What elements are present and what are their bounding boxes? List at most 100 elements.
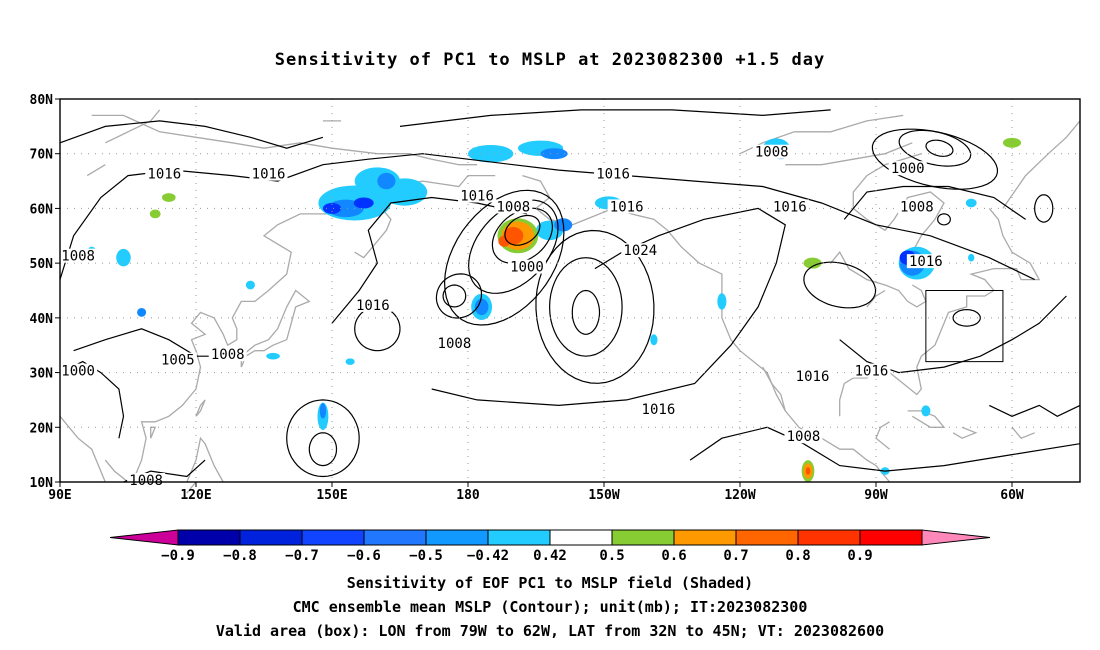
contour-label: 1008	[211, 347, 245, 363]
coastline	[86, 164, 106, 177]
gridlines	[60, 99, 1080, 482]
sensitivity-patch	[474, 298, 489, 316]
isobar	[937, 213, 951, 226]
isobar	[689, 426, 1081, 472]
lon-label: 150E	[316, 488, 347, 503]
contour-label-bg	[639, 401, 678, 416]
isobar	[59, 120, 324, 149]
contour-label-bg	[208, 347, 247, 362]
isobar	[504, 214, 541, 246]
sensitivity-patch	[650, 334, 658, 346]
coastline	[830, 251, 927, 308]
map-frame	[59, 98, 1081, 483]
contour-label-bg	[793, 369, 832, 384]
colorbar-box	[487, 529, 551, 546]
lon-label: 150W	[588, 488, 619, 503]
caption-line-3: Valid area (box): LON from 79W to 62W, L…	[215, 622, 885, 640]
isobar	[871, 128, 999, 190]
contour-label-bg	[59, 248, 98, 263]
sensitivity-patch	[345, 358, 355, 365]
lat-label: 80N	[30, 93, 54, 108]
colorbar-box	[301, 529, 365, 546]
sensitivity-patch	[968, 253, 975, 262]
contour-label-bg	[906, 254, 945, 269]
lon-label: 120W	[724, 488, 755, 503]
isobar	[59, 153, 1035, 281]
colorbar-box	[673, 529, 737, 546]
contour-label-bg	[158, 352, 197, 367]
lon-label: 180	[456, 488, 480, 503]
coastline	[186, 436, 224, 483]
sensitivity-patch	[116, 248, 131, 267]
coastline	[907, 410, 946, 428]
lat-label: 60N	[30, 202, 54, 217]
contour-label-bg	[59, 363, 98, 378]
colorbar-label: 0.42	[533, 548, 567, 564]
contour-label: 1016	[252, 167, 286, 183]
contour-labels: 1016 1016 1016 1008 1016 1008 1016 1016 1000 1008…	[59, 144, 945, 489]
lon-label: 90W	[864, 488, 888, 503]
caption-line-1: Sensitivity of EOF PC1 to MSLP field (Sh…	[346, 574, 754, 592]
colorbar-labels: −0.9 −0.8 −0.7 −0.6 −0.5 −0.42 0.42 0.5 0.6 0.7 0.…	[161, 548, 873, 564]
sensitivity-patch	[137, 308, 147, 317]
coastline	[952, 426, 978, 439]
contour-label: 1016	[460, 188, 494, 204]
colorbar	[109, 529, 991, 546]
contour-label-bg	[127, 473, 166, 487]
isobar	[839, 295, 1067, 374]
colorbar-label: −0.5	[409, 548, 443, 564]
colorbar-label: −0.8	[223, 548, 257, 564]
isobar	[399, 109, 831, 127]
contour-label-bg	[897, 199, 936, 214]
contour-label: 1000	[891, 161, 925, 177]
sensitivity-patch	[498, 235, 511, 247]
coastline	[131, 174, 496, 483]
contour-label: 1016	[642, 402, 676, 418]
contour-label-bg	[494, 199, 533, 214]
contour-label: 1000	[510, 260, 544, 276]
coastline	[785, 142, 913, 166]
coastlines	[59, 109, 1081, 494]
contour-label: 1016	[909, 254, 943, 270]
lat-label: 40N	[30, 312, 54, 327]
isobar	[843, 185, 1026, 220]
isobar	[952, 308, 981, 327]
coastline	[59, 415, 106, 483]
colorbar-label: −0.42	[467, 548, 509, 564]
contour-label: 1008	[787, 429, 821, 445]
contour-label: 1008	[755, 145, 789, 161]
sensitivity-patch	[540, 148, 568, 160]
sensitivity-patch	[353, 197, 374, 209]
isobar	[59, 360, 125, 439]
sensitivity-patch	[266, 352, 280, 360]
contour-label: 1016	[773, 199, 807, 215]
contour-label: 1005	[161, 353, 195, 369]
coastline	[875, 421, 891, 450]
isobar	[803, 261, 877, 309]
contour-label-bg	[888, 161, 927, 176]
colorbar-box	[239, 529, 303, 546]
coastline	[195, 399, 206, 417]
colorbar-triangle-right	[921, 529, 991, 546]
contour-label-bg	[594, 166, 633, 181]
contour-label-bg	[752, 144, 791, 159]
coastline	[105, 109, 161, 144]
sensitivity-patch	[245, 280, 255, 290]
coastline	[739, 114, 904, 155]
coastline	[1011, 426, 1035, 439]
coastline	[104, 459, 129, 483]
lon-label: 120E	[180, 488, 211, 503]
contour-label: 1008	[438, 336, 472, 352]
sensitivity-patch	[468, 144, 514, 163]
sensitivity-patch	[805, 467, 811, 475]
valid-area-box	[925, 290, 1004, 363]
contour-label: 1016	[356, 298, 390, 314]
sensitivity-patch	[803, 257, 822, 269]
sensitivity-patch	[921, 405, 931, 417]
sensitivity-patch	[162, 193, 176, 202]
isobar	[435, 273, 483, 319]
colorbar-label: 0.9	[847, 548, 872, 564]
isobar	[308, 432, 338, 467]
colorbar-box	[797, 529, 861, 546]
coastline	[762, 366, 786, 412]
